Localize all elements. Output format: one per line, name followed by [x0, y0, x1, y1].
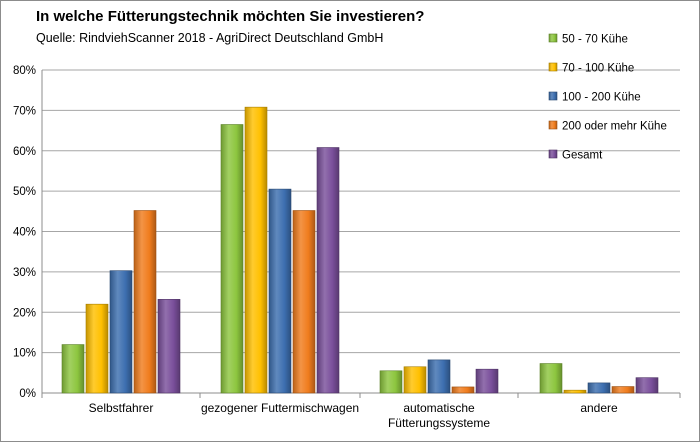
- legend-label: Gesamt: [562, 150, 603, 162]
- bar: [85, 303, 109, 394]
- y-tick-label: 60%: [13, 146, 36, 158]
- legend-swatch: [548, 120, 558, 130]
- bar: [635, 377, 659, 394]
- bar: [133, 210, 157, 394]
- bar: [475, 368, 499, 394]
- x-category-label: gezogener Futtermischwagen: [201, 401, 359, 415]
- y-tick-label: 0%: [19, 388, 36, 400]
- x-category-label: andere: [580, 401, 618, 415]
- y-tick-label: 70%: [13, 105, 36, 117]
- bar: [316, 147, 340, 394]
- y-tick-label: 10%: [13, 348, 36, 360]
- x-axis: Selbstfahrer gezogener Futtermischwagen au…: [89, 393, 681, 430]
- bar: [611, 386, 635, 394]
- legend-swatch: [548, 62, 558, 72]
- legend: 50 - 70 Kühe 70 - 100 Kühe 100 - 200 Kühe 2…: [548, 33, 667, 162]
- y-axis: 0% 10% 20% 30% 40% 50% 60% 70% 80%: [13, 65, 43, 400]
- y-tick-label: 40%: [13, 227, 36, 239]
- y-tick-label: 50%: [13, 186, 36, 198]
- bar: [587, 382, 611, 394]
- legend-label: 70 - 100 Kühe: [562, 63, 634, 75]
- chart-subtitle: Quelle: RindviehScanner 2018 - AgriDirec…: [36, 31, 384, 45]
- bar: [451, 386, 475, 394]
- y-tick-label: 30%: [13, 267, 36, 279]
- bar: [268, 188, 292, 394]
- bar: [61, 344, 85, 394]
- legend-label: 50 - 70 Kühe: [562, 34, 628, 46]
- legend-swatch: [548, 33, 558, 43]
- bar: [292, 210, 316, 394]
- bar: [563, 389, 587, 394]
- bars: [61, 106, 659, 394]
- x-category-label: automatische Fütterungssysteme: [388, 401, 490, 430]
- legend-label: 100 - 200 Kühe: [562, 92, 641, 104]
- bar: [220, 124, 244, 394]
- chart-title: In welche Fütterungstechnik möchten Sie …: [36, 8, 425, 25]
- bar: [379, 370, 403, 394]
- bar: [539, 363, 563, 394]
- y-tick-label: 80%: [13, 65, 36, 77]
- y-tick-label: 20%: [13, 307, 36, 319]
- x-category-label: Selbstfahrer: [89, 401, 154, 415]
- legend-label: 200 oder mehr Kühe: [562, 121, 667, 133]
- bar: [427, 359, 451, 394]
- legend-swatch: [548, 91, 558, 101]
- legend-swatch: [548, 149, 558, 159]
- bar: [244, 106, 268, 394]
- bar: [157, 299, 181, 394]
- bar: [109, 270, 133, 394]
- bar: [403, 366, 427, 394]
